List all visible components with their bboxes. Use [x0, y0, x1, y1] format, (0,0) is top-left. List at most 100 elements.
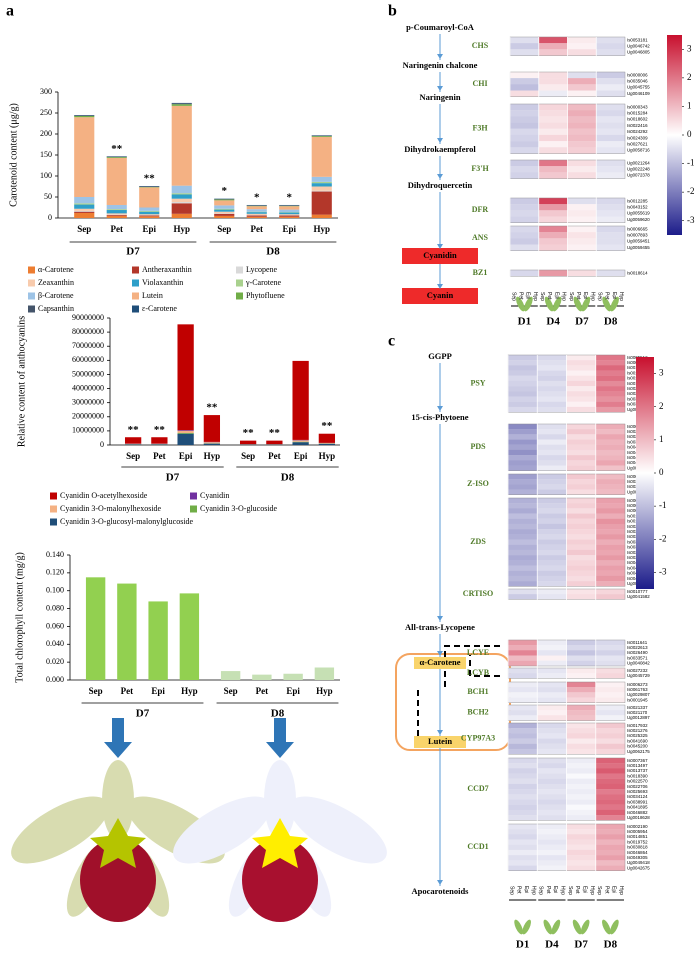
heat-cell — [537, 738, 567, 744]
bar-segment — [279, 215, 300, 217]
heat-cell — [507, 849, 538, 856]
pathway-arrowhead — [437, 730, 443, 735]
heat-cell — [566, 865, 596, 871]
heat-cell — [507, 704, 538, 711]
bar-segment — [139, 207, 160, 211]
heat-cell — [596, 43, 626, 50]
heat-cell — [507, 804, 538, 811]
plant-icon — [522, 919, 531, 935]
heat-cell — [595, 839, 626, 845]
heat-cell — [566, 645, 596, 651]
metabolite: All-trans-Lycopene — [405, 622, 475, 632]
column-label: Pet — [603, 886, 609, 894]
x-tick-label: Pet — [251, 224, 264, 234]
heat-cell — [537, 645, 567, 651]
heat-cell — [507, 549, 538, 556]
heat-cell — [509, 134, 539, 142]
heat-cell — [537, 575, 567, 582]
heat-cell — [537, 473, 567, 480]
enzyme: CCD1 — [467, 842, 488, 851]
column-label: Hyp — [532, 292, 538, 301]
heat-cell — [566, 839, 596, 845]
y-tick-label: 30000000 — [72, 397, 104, 406]
heat-cell — [595, 733, 626, 739]
significance: ** — [243, 427, 255, 439]
heat-cell — [595, 655, 626, 661]
bar — [283, 673, 303, 680]
bar-segment — [74, 212, 95, 218]
heat-cell — [567, 147, 597, 154]
x-tick-label: Hyp — [173, 224, 190, 234]
heat-cell — [537, 722, 567, 729]
bar-segment — [177, 430, 194, 431]
heat-cell — [595, 715, 626, 721]
group-label: D8 — [281, 472, 295, 484]
heat-cell — [566, 743, 596, 750]
y-tick-label: 70000000 — [72, 341, 104, 350]
heat-cell — [566, 539, 596, 545]
column-label: Pet — [546, 292, 552, 300]
metabolite: 15-cis-Phytoene — [411, 412, 468, 422]
heat-cell — [566, 503, 596, 509]
heat-cell — [507, 444, 538, 451]
heat-cell — [595, 844, 626, 851]
heat-cell — [537, 710, 567, 716]
colorbar — [636, 357, 654, 589]
legend-swatch — [28, 266, 35, 274]
y-tick-label: 0.140 — [46, 550, 64, 559]
bar-segment — [279, 206, 300, 210]
bar-segment — [266, 440, 283, 445]
bar-segment — [106, 215, 127, 218]
significance: ** — [206, 402, 218, 414]
bar-segment — [74, 117, 95, 197]
enzyme: LCYB — [467, 668, 490, 677]
gene-id: Is0019752 — [627, 839, 648, 844]
gene-id: Is0018602 — [627, 117, 648, 122]
heat-cell — [507, 687, 538, 693]
bar-segment — [292, 360, 309, 440]
gene-id: Is0027621 — [627, 141, 648, 146]
pathway-arrowhead — [437, 54, 443, 59]
metabolite: α-Carotene — [420, 657, 461, 667]
heat-cell — [538, 269, 568, 277]
gene-id: Is0061763 — [627, 687, 648, 692]
legend-label: ε-Carotene — [142, 304, 177, 313]
heat-cell — [595, 444, 626, 451]
bar-segment — [311, 183, 332, 187]
bar-segment — [246, 216, 267, 218]
bar — [314, 667, 335, 680]
heat-cell — [567, 103, 597, 111]
heat-cell — [507, 738, 538, 744]
label-bg — [395, 22, 485, 34]
gene-id: Is0022416 — [627, 123, 648, 128]
heat-cell — [566, 733, 596, 739]
heat-cell — [596, 49, 626, 56]
metabolite: Apocarotenoids — [412, 886, 470, 896]
heat-cell — [537, 768, 567, 774]
colorbar — [667, 35, 682, 235]
bar — [148, 601, 168, 680]
gene-id: Is0000343 — [627, 104, 648, 109]
heat-cell — [566, 757, 596, 764]
x-tick-label: Sep — [224, 686, 238, 696]
bar-segment — [177, 433, 194, 445]
heat-cell — [537, 570, 567, 577]
heat-cell — [595, 757, 626, 764]
heat-cell — [509, 84, 539, 91]
plant-icon — [551, 919, 561, 935]
gene-id: Is0005954 — [627, 829, 648, 834]
bar-segment — [246, 212, 267, 214]
heat-cell — [507, 449, 538, 456]
gene-id: Is0021337 — [627, 705, 648, 710]
heat-cell — [507, 743, 538, 750]
heat-cell — [567, 204, 597, 211]
heat-cell — [595, 523, 626, 530]
significance: ** — [111, 143, 123, 155]
enzyme: BCH1 — [467, 687, 488, 696]
metabolite: Lutein — [428, 736, 452, 746]
legend-swatch — [28, 279, 35, 287]
heat-cell — [567, 110, 597, 117]
heat-cell — [596, 210, 626, 217]
heat-cell — [567, 197, 597, 205]
heat-cell — [566, 423, 596, 430]
